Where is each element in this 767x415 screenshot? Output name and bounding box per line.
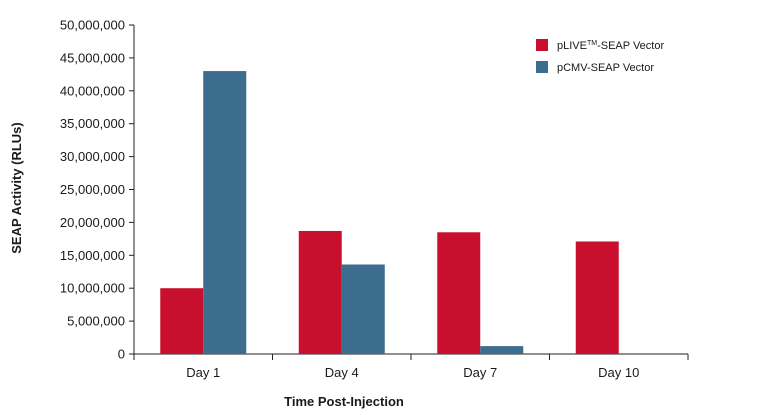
y-tick-label: 30,000,000	[60, 149, 125, 164]
y-tick-label: 0	[118, 347, 125, 362]
y-axis: 0 5,000,000 10,000,000 15,000,000 20,000,000…	[60, 18, 135, 362]
y-tick-label: 25,000,000	[60, 182, 125, 197]
x-axis-title: Time Post-Injection	[284, 394, 404, 409]
x-tick-label: Day 4	[325, 365, 359, 380]
x-tick-label: Day 10	[598, 365, 639, 380]
legend-swatch-plive	[536, 39, 548, 51]
legend: pLIVETM-SEAP Vector pCMV-SEAP Vector	[536, 39, 664, 74]
legend-swatch-pcmv	[536, 61, 548, 73]
bar-pcmv-day-4	[341, 264, 385, 354]
y-tick-label: 40,000,000	[60, 83, 125, 98]
y-tick-label: 15,000,000	[60, 248, 125, 263]
x-axis: Day 1 Day 4 Day 7 Day 10	[133, 353, 689, 380]
bar-plive-day-10	[575, 241, 619, 354]
x-tick-label: Day 7	[463, 365, 497, 380]
x-tick-label: Day 1	[186, 365, 220, 380]
bar-plive-day-7	[437, 232, 481, 354]
bar-pcmv-day-7	[480, 346, 524, 354]
y-tick-label: 20,000,000	[60, 215, 125, 230]
bars	[160, 71, 619, 354]
bar-plive-day-1	[160, 288, 204, 354]
y-tick-label: 10,000,000	[60, 281, 125, 296]
y-tick-label: 35,000,000	[60, 116, 125, 131]
bar-plive-day-4	[298, 230, 342, 354]
bar-pcmv-day-1	[203, 71, 247, 354]
legend-label-pcmv: pCMV-SEAP Vector	[557, 62, 654, 74]
y-axis-title: SEAP Activity (RLUs)	[9, 122, 24, 253]
y-tick-label: 45,000,000	[60, 50, 125, 65]
legend-label-plive: pLIVETM-SEAP Vector	[557, 40, 664, 52]
y-tick-label: 5,000,000	[67, 314, 125, 329]
y-tick-label: 50,000,000	[60, 18, 125, 33]
